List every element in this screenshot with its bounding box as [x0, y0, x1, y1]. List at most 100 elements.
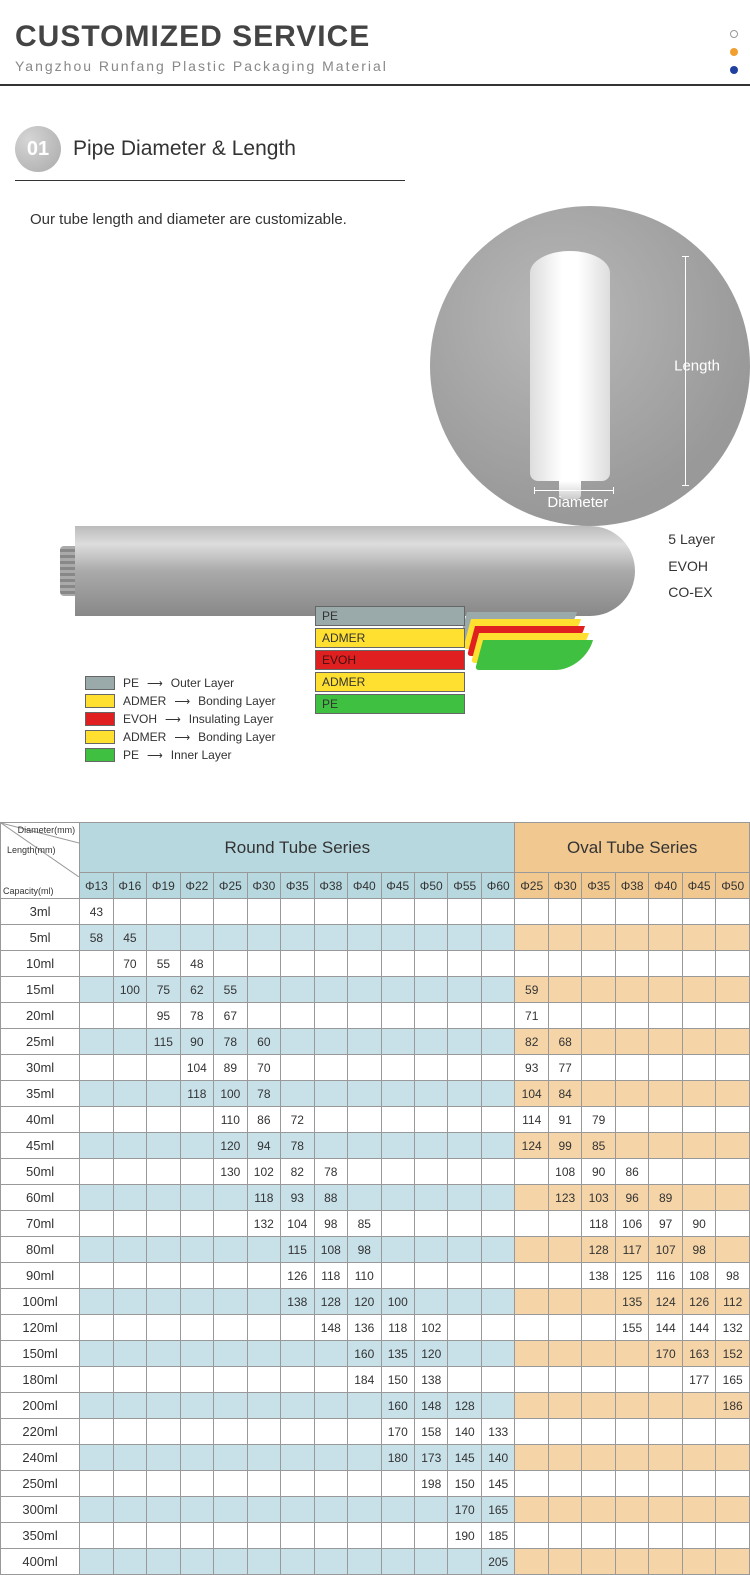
table-cell — [80, 1367, 113, 1393]
table-cell — [716, 951, 750, 977]
table-cell — [615, 1549, 648, 1575]
tube-body-icon — [75, 526, 635, 616]
table-cell — [80, 1185, 113, 1211]
table-cell — [113, 1445, 146, 1471]
table-cell — [716, 1107, 750, 1133]
table-cell — [415, 1523, 448, 1549]
section-number-badge: 01 — [15, 126, 61, 172]
table-cell — [615, 1133, 648, 1159]
table-row: 350ml190185 — [1, 1523, 750, 1549]
table-cell — [448, 1315, 481, 1341]
table-cell: 117 — [615, 1237, 648, 1263]
table-cell — [582, 1029, 615, 1055]
table-cell — [615, 1471, 648, 1497]
table-cell — [649, 1471, 682, 1497]
table-row: 400ml205 — [1, 1549, 750, 1575]
table-cell — [80, 1055, 113, 1081]
table-cell — [481, 1029, 514, 1055]
table-cell: 144 — [649, 1315, 682, 1341]
table-cell: 165 — [481, 1497, 514, 1523]
table-cell — [348, 1133, 381, 1159]
table-cell: 115 — [281, 1237, 314, 1263]
corner-label: Capacity(ml) — [3, 886, 54, 896]
table-cell — [348, 1159, 381, 1185]
table-cell: 128 — [582, 1237, 615, 1263]
table-cell — [548, 1237, 581, 1263]
table-cell — [214, 1237, 247, 1263]
table-cell — [548, 1367, 581, 1393]
table-cell — [247, 1315, 280, 1341]
table-cell: 170 — [649, 1341, 682, 1367]
table-cell — [415, 1289, 448, 1315]
table-cell — [180, 1237, 213, 1263]
table-cell — [582, 1419, 615, 1445]
table-cell — [247, 1445, 280, 1471]
table-cell — [180, 1185, 213, 1211]
table-cell: 75 — [147, 977, 180, 1003]
table-cell — [80, 1237, 113, 1263]
table-cell — [281, 1367, 314, 1393]
table-cell — [682, 1549, 715, 1575]
table-cell — [381, 1523, 414, 1549]
table-cell — [314, 1445, 347, 1471]
table-cell — [448, 1159, 481, 1185]
table-cell — [448, 925, 481, 951]
table-cell — [348, 1471, 381, 1497]
table-row: 250ml198150145 — [1, 1471, 750, 1497]
table-row: 150ml160135120170163152 — [1, 1341, 750, 1367]
legend-row: ADMER ⟶ Bonding Layer — [85, 730, 735, 744]
table-cell — [348, 977, 381, 1003]
table-cell: 70 — [247, 1055, 280, 1081]
legend-material: ADMER — [123, 730, 166, 744]
table-cell — [147, 925, 180, 951]
column-header: Φ30 — [548, 873, 581, 899]
table-cell: 78 — [180, 1003, 213, 1029]
capacity-label: 35ml — [1, 1081, 80, 1107]
table-cell: 103 — [582, 1185, 615, 1211]
table-cell — [214, 1341, 247, 1367]
table-cell — [682, 951, 715, 977]
table-cell — [348, 1003, 381, 1029]
table-cell — [214, 1497, 247, 1523]
capacity-label: 60ml — [1, 1185, 80, 1211]
table-cell — [214, 1315, 247, 1341]
table-cell — [113, 1055, 146, 1081]
table-cell — [381, 925, 414, 951]
table-cell — [247, 1497, 280, 1523]
table-cell — [515, 1263, 548, 1289]
table-cell: 120 — [214, 1133, 247, 1159]
table-cell — [582, 925, 615, 951]
table-cell — [682, 1471, 715, 1497]
table-cell — [381, 977, 414, 1003]
table-cell: 43 — [80, 899, 113, 925]
table-cell — [247, 951, 280, 977]
table-cell: 78 — [314, 1159, 347, 1185]
table-cell — [415, 951, 448, 977]
table-cell: 145 — [481, 1471, 514, 1497]
table-cell — [180, 1263, 213, 1289]
table-cell — [247, 1367, 280, 1393]
table-cell: 120 — [348, 1289, 381, 1315]
table-cell — [716, 1419, 750, 1445]
table-cell — [113, 1315, 146, 1341]
oval-series-header: Oval Tube Series — [515, 823, 750, 873]
table-cell — [281, 1315, 314, 1341]
table-cell: 140 — [481, 1445, 514, 1471]
table-cell — [147, 1133, 180, 1159]
table-cell — [448, 899, 481, 925]
table-cell — [348, 1029, 381, 1055]
table-row: 50ml13010282781089086 — [1, 1159, 750, 1185]
table-cell — [515, 1419, 548, 1445]
table-cell — [682, 1003, 715, 1029]
table-cell — [716, 925, 750, 951]
table-cell: 98 — [682, 1237, 715, 1263]
table-cell — [214, 1471, 247, 1497]
table-cell — [716, 1237, 750, 1263]
column-header: Φ16 — [113, 873, 146, 899]
legend-role: Inner Layer — [171, 748, 232, 762]
table-cell: 99 — [548, 1133, 581, 1159]
table-cell: 98 — [716, 1263, 750, 1289]
table-cell: 78 — [281, 1133, 314, 1159]
table-cell: 198 — [415, 1471, 448, 1497]
table-cell — [649, 1497, 682, 1523]
